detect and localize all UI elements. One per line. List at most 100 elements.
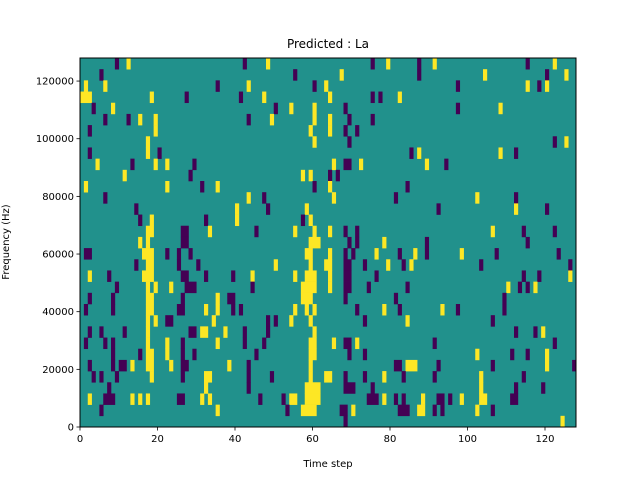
- heatmap-cell: [545, 348, 550, 361]
- heatmap-cell: [413, 248, 418, 260]
- heatmap-cell: [568, 270, 573, 282]
- heatmap-cell: [541, 382, 546, 394]
- heatmap-cell: [99, 404, 104, 417]
- heatmap-cell: [204, 214, 209, 227]
- y-tick-label: 100000: [36, 134, 74, 145]
- heatmap-cell: [545, 359, 550, 372]
- heatmap-cell: [343, 259, 352, 271]
- heatmap-cell: [328, 91, 333, 104]
- heatmap-cell: [87, 393, 92, 405]
- heatmap-cell: [281, 393, 286, 405]
- heatmap-cell: [153, 158, 158, 171]
- y-tick-label: 20000: [42, 365, 74, 376]
- heatmap-cell: [138, 214, 143, 227]
- heatmap-cell: [83, 304, 89, 316]
- y-axis-label: Frequency (Hz): [1, 204, 12, 280]
- heatmap-cell: [479, 382, 484, 394]
- heatmap-cell: [138, 236, 143, 249]
- heatmap-cell: [111, 337, 116, 350]
- heatmap-cell: [417, 58, 422, 70]
- heatmap-cell: [347, 236, 352, 249]
- heatmap-cell: [149, 214, 154, 227]
- heatmap-cell: [308, 371, 313, 383]
- heatmap-cell: [188, 326, 197, 338]
- heatmap-cell: [145, 136, 151, 148]
- heatmap-cell: [165, 248, 170, 260]
- heatmap-cell: [300, 292, 313, 305]
- heatmap-cell: [490, 359, 495, 372]
- heatmap-cell: [273, 259, 278, 271]
- y-axis-ticks: 0 20000 40000 60000 80000 100000 120000: [36, 77, 80, 434]
- heatmap-cell: [405, 281, 410, 294]
- heatmap-cell: [188, 248, 193, 260]
- heatmap-cell: [262, 337, 267, 350]
- heatmap-cell: [545, 80, 550, 92]
- heatmap-cell: [204, 371, 213, 383]
- heatmap-cell: [401, 259, 406, 271]
- heatmap-cell: [145, 281, 151, 294]
- heatmap-cell: [331, 337, 337, 350]
- heatmap-cell: [552, 136, 557, 148]
- heatmap-cell: [107, 270, 112, 282]
- chart-title: Predicted : La: [287, 37, 369, 51]
- heatmap-cell: [382, 371, 387, 383]
- heatmap-cell: [122, 326, 127, 338]
- heatmap-cell: [273, 315, 278, 327]
- heatmap-cell: [343, 292, 348, 305]
- heatmap-cell: [80, 91, 92, 104]
- heatmap-cell: [432, 404, 437, 417]
- heatmap-cell: [130, 393, 135, 405]
- heatmap-cell: [153, 113, 158, 126]
- x-tick-label: 20: [151, 434, 164, 445]
- heatmap-cell: [393, 359, 402, 372]
- heatmap-cell: [99, 371, 104, 383]
- heatmap-cell: [258, 393, 263, 405]
- heatmap-cell: [424, 236, 430, 249]
- heatmap-cell: [207, 225, 213, 238]
- heatmap-cell: [246, 113, 251, 126]
- heatmap-cell: [308, 315, 313, 327]
- heatmap-cell: [111, 348, 116, 361]
- heatmap-cell: [83, 181, 89, 193]
- heatmap-cell: [149, 91, 154, 104]
- heatmap-cell: [537, 80, 542, 92]
- heatmap-cell: [304, 248, 313, 260]
- heatmap-cell: [343, 281, 352, 294]
- heatmap-cell: [537, 270, 542, 282]
- heatmap-cell: [153, 125, 158, 137]
- heatmap-cell: [165, 181, 170, 193]
- heatmap-cell: [552, 58, 557, 70]
- heatmap-cell: [355, 125, 360, 137]
- heatmap-cell: [517, 281, 523, 294]
- heatmap-cell: [514, 326, 519, 338]
- heatmap-cell: [266, 326, 271, 338]
- heatmap-cell: [300, 404, 317, 417]
- heatmap-cell: [227, 292, 236, 305]
- heatmap-cell: [502, 304, 507, 316]
- heatmap-cell: [417, 69, 422, 81]
- heatmap-cell: [343, 125, 348, 137]
- heatmap-cell: [355, 236, 360, 249]
- heatmap-cell: [180, 371, 185, 383]
- heatmap-cell: [293, 304, 298, 316]
- heatmap-cell: [204, 270, 209, 282]
- heatmap-cell: [126, 113, 131, 126]
- heatmap-cell: [269, 371, 275, 383]
- heatmap-cell: [564, 136, 569, 148]
- heatmap-cell: [231, 270, 236, 282]
- heatmap-cell: [99, 326, 104, 338]
- heatmap-cell: [525, 58, 530, 70]
- heatmap-cell: [393, 393, 399, 405]
- heatmap-cell: [362, 348, 368, 361]
- heatmap-cell: [145, 147, 151, 159]
- heatmap-cell: [525, 80, 530, 92]
- heatmap-cell: [215, 80, 220, 92]
- y-tick-label: 40000: [42, 307, 74, 318]
- heatmap-cell: [235, 214, 240, 227]
- heatmap-cell: [145, 337, 151, 350]
- heatmap-cell: [145, 315, 151, 327]
- heatmap-cell: [370, 382, 375, 394]
- heatmap-cell: [335, 169, 340, 182]
- heatmap-cell: [180, 359, 189, 372]
